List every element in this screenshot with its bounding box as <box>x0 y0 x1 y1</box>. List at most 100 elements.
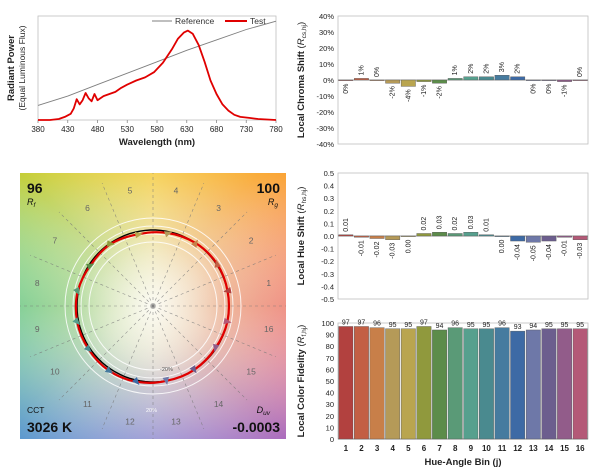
cvg-shift-arrow <box>223 287 232 294</box>
hue-data-label: -0.04 <box>515 244 522 260</box>
fidelity-data-label: 94 <box>436 323 444 330</box>
hue-y-tick-label: 0.0 <box>324 232 334 241</box>
cvg-bin-label: 9 <box>35 324 40 334</box>
fidelity-data-label: 95 <box>561 322 569 329</box>
fidelity-data-label: 95 <box>545 322 553 329</box>
cvg-bin-divider <box>152 305 248 401</box>
fidelity-x-tick-label: 14 <box>544 444 553 453</box>
hue-bar <box>479 234 494 237</box>
chroma-data-label: 0% <box>343 84 350 94</box>
hue-y-tick-label: -0.3 <box>321 270 334 279</box>
cvg-bin-divider <box>101 305 154 429</box>
fidelity-data-label: 96 <box>498 321 506 328</box>
chroma-data-label: 2% <box>515 64 522 74</box>
fidelity-x-tick-label: 9 <box>469 444 474 453</box>
spd-x-tick-label: 480 <box>91 125 105 134</box>
fidelity-bar <box>400 328 416 440</box>
fidelity-x-tick-label: 15 <box>560 444 569 453</box>
fidelity-y-tick-label: 70 <box>326 354 334 363</box>
fidelity-data-label: 97 <box>420 319 428 326</box>
fidelity-bar <box>494 327 510 440</box>
fidelity-data-label: 97 <box>358 319 366 326</box>
cvg-shift-arrow <box>104 366 114 374</box>
rg-value: 100 <box>257 180 281 196</box>
hue-shift-chart: 0.5 0.4 0.3 0.2 0.1 0.0 -0.1 -0.2 -0.3 -0.4 -0.5 0… <box>296 169 589 304</box>
chroma-data-label: 0% <box>530 84 537 94</box>
spd-x-tick-label: 580 <box>150 125 164 134</box>
fidelity-y-tick-label: 100 <box>321 319 334 328</box>
spd-x-tick-label: 730 <box>240 125 254 134</box>
fidelity-bars: 97 97 96 95 95 97 94 96 95 95 96 93 94 95 95 95 <box>338 319 588 440</box>
fidelity-x-tick-label: 7 <box>437 444 442 453</box>
hue-data-label: 0.00 <box>405 239 412 253</box>
hue-bar <box>572 235 588 240</box>
fidelity-bar <box>416 326 432 440</box>
fidelity-bar <box>572 328 588 440</box>
cvg-shift-arrow <box>86 263 95 270</box>
hue-y-axis-label-text: Local Hue Shift <box>296 215 307 285</box>
fidelity-data-label: 95 <box>389 322 397 329</box>
cvg-bin-divider <box>152 183 205 307</box>
chroma-data-label: 1% <box>452 65 459 75</box>
hue-y-tick-label: 0.1 <box>324 219 334 228</box>
hue-bar <box>400 235 416 237</box>
hue-data-label: -0.04 <box>546 244 553 260</box>
cvg-bin-label: 4 <box>174 185 179 195</box>
chroma-y-tick-label: -10% <box>316 92 334 101</box>
duv-value: -0.0003 <box>233 419 281 435</box>
fidelity-x-tick-label: 10 <box>482 444 491 453</box>
hue-bars: 0.01 -0.01 -0.02 -0.03 0.00 0.02 0.03 0.02 0.03 0… <box>338 215 588 261</box>
hue-data-label: 0.01 <box>343 218 350 232</box>
hue-data-label: 0.01 <box>483 218 490 232</box>
hue-bar <box>463 232 479 237</box>
cvg-bin-label: 1 <box>266 278 271 288</box>
spd-x-axis-label: Wavelength (nm) <box>119 137 195 148</box>
chroma-data-label: -1% <box>562 85 569 97</box>
spd-x-tick-label: 630 <box>180 125 194 134</box>
hue-bar <box>557 235 572 238</box>
fidelity-y-tick-label: 30 <box>326 400 334 409</box>
hue-bar <box>510 235 526 242</box>
chroma-bar <box>572 79 588 81</box>
fidelity-y-tick-label: 10 <box>326 423 334 432</box>
cvg-bin-label: 2 <box>249 235 254 245</box>
cvg-bin-divider <box>152 305 276 358</box>
hue-bar <box>432 232 447 237</box>
fidelity-x-tick-label: 3 <box>375 444 380 453</box>
chroma-bar <box>541 79 557 81</box>
fidelity-y-tick-label: 40 <box>326 389 334 398</box>
hue-bar <box>525 235 541 243</box>
hue-bar <box>385 235 401 240</box>
chroma-data-label: -2% <box>390 86 397 98</box>
fidelity-x-tick-label: 4 <box>390 444 395 453</box>
fidelity-x-tick-label: 16 <box>576 444 585 453</box>
chroma-data-label: -4% <box>405 89 412 101</box>
hue-data-label: 0.02 <box>421 217 428 231</box>
cvg-shift-arrow <box>162 376 169 386</box>
chroma-bar <box>400 79 416 87</box>
legend-reference-label: Reference <box>175 16 214 26</box>
fidelity-bar <box>541 328 557 440</box>
fidelity-data-label: 95 <box>404 322 412 329</box>
chroma-data-label: -1% <box>421 85 428 97</box>
fidelity-data-label: 97 <box>342 319 350 326</box>
chroma-data-label: 2% <box>483 64 490 74</box>
fidelity-data-label: 95 <box>467 322 475 329</box>
cvg-shift-arrow <box>164 231 173 238</box>
cvg-bin-label: 5 <box>128 185 133 195</box>
fidelity-x-tick-label: 1 <box>344 444 349 453</box>
spd-x-tick-label: 530 <box>121 125 135 134</box>
spd-x-tick-label: 780 <box>269 125 283 134</box>
chroma-bar <box>463 76 479 81</box>
fidelity-y-tick-label: 60 <box>326 365 334 374</box>
fidelity-bar <box>354 326 369 440</box>
rf-label: Rf <box>27 197 37 209</box>
fidelity-x-tick-label: 5 <box>406 444 411 453</box>
spd-chart: 380 430 480 530 580 630 680 730 780 Reference Te… <box>6 15 283 148</box>
chroma-y-axis-label-text: Local Chroma Shift <box>296 50 307 138</box>
chroma-y-tick-label: -30% <box>316 124 334 133</box>
hue-bar <box>494 235 510 237</box>
cvg-bin-label: 8 <box>35 278 40 288</box>
fidelity-bar <box>479 328 494 440</box>
fidelity-y-tick-label: 20 <box>326 412 334 421</box>
